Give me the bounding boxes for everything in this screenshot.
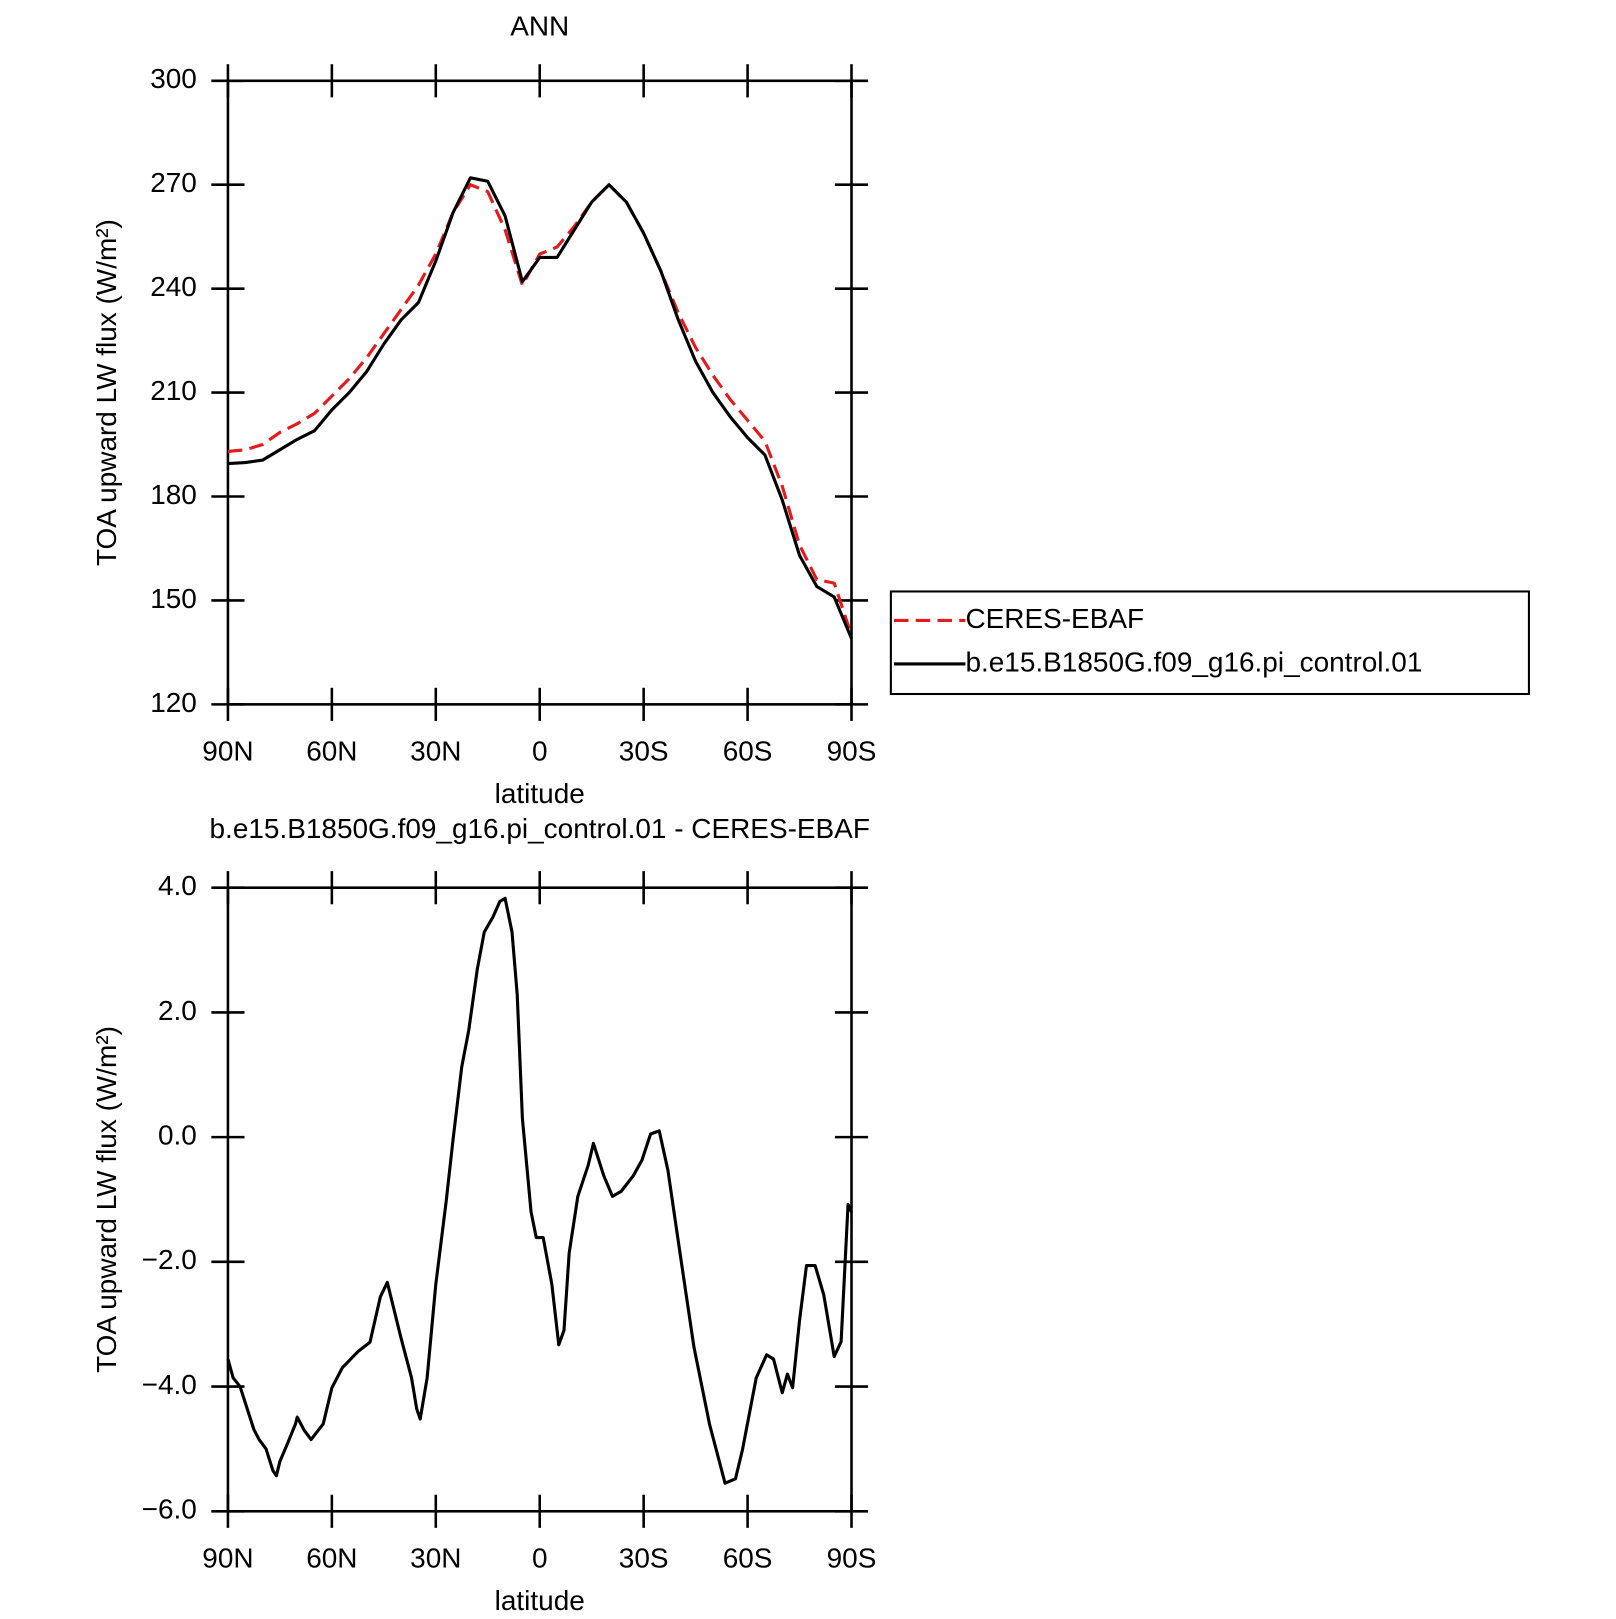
y-tick-label: 150 [150,583,197,614]
x-axis-label: latitude [495,1585,585,1616]
y-tick-label: 180 [150,479,197,510]
y-axis-label: TOA upward LW flux (W/m²) [91,1026,122,1373]
x-tick-label: 60S [723,1542,773,1573]
x-tick-label: 60N [306,1542,357,1573]
x-tick-label: 0 [532,1542,548,1573]
y-tick-label: 300 [150,63,197,94]
y-axis-label: TOA upward LW flux (W/m²) [91,219,122,566]
y-tick-label: 120 [150,687,197,718]
y-tick-label: 4.0 [158,870,197,901]
y-tick-label: −2.0 [142,1244,197,1275]
y-tick-label: 0.0 [158,1120,197,1151]
chart-title: ANN [510,10,569,41]
data-line [227,183,853,636]
x-tick-label: 30N [410,735,461,766]
x-tick-label: 30S [619,735,669,766]
x-tick-label: 30N [410,1542,461,1573]
plot-frame [226,886,853,1513]
x-tick-label: 90S [827,735,877,766]
legend-box [889,590,1530,696]
x-tick-label: 90N [202,1542,253,1573]
x-tick-label: 90N [202,735,253,766]
y-tick-label: 210 [150,375,197,406]
x-axis-label: latitude [495,778,585,809]
y-tick-label: −4.0 [142,1369,197,1400]
chart-title: b.e15.B1850G.f09_g16.pi_control.01 - CER… [210,813,870,844]
x-tick-label: 60S [723,735,773,766]
x-tick-label: 30S [619,1542,669,1573]
legend-label: b.e15.B1850G.f09_g16.pi_control.01 [965,646,1422,677]
x-tick-label: 0 [532,735,548,766]
y-tick-label: 2.0 [158,995,197,1026]
data-line [227,176,853,640]
y-tick-label: 270 [150,167,197,198]
y-tick-label: 240 [150,271,197,302]
y-tick-label: −6.0 [142,1494,197,1525]
data-line [226,896,853,1485]
x-tick-label: 60N [306,735,357,766]
plot-frame [226,79,853,706]
x-tick-label: 90S [827,1542,877,1573]
legend-label: CERES-EBAF [965,603,1144,634]
